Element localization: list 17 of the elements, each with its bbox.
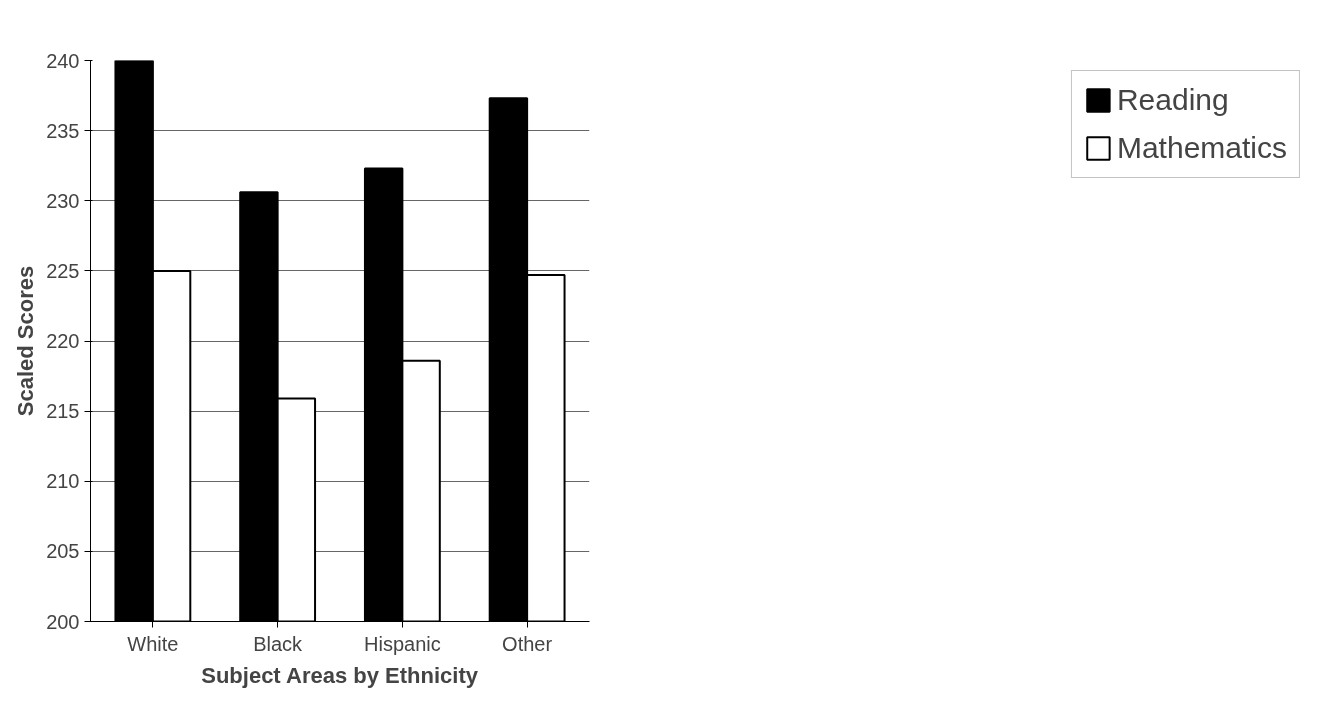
legend-label: Mathematics	[1116, 131, 1287, 165]
y-tick-label: 225	[46, 259, 80, 282]
legend-label: Reading	[1116, 83, 1229, 117]
y-tick-label: 240	[46, 49, 80, 72]
y-tick-label: 230	[46, 189, 80, 212]
x-tick-label: Other	[502, 632, 553, 655]
x-tick-label: Black	[253, 632, 304, 655]
y-tick-label: 200	[46, 610, 80, 633]
y-tick-label: 205	[46, 540, 80, 563]
y-tick-label: 235	[46, 119, 80, 142]
x-axis-title: Subject Areas by Ethnicity	[201, 662, 479, 688]
y-tick-label: 215	[46, 400, 80, 423]
y-axis-title: Scaled Scores	[13, 265, 39, 417]
x-tick-label: Hispanic	[364, 632, 441, 655]
x-tick-label: White	[127, 632, 179, 655]
y-tick-label: 210	[46, 470, 80, 493]
y-tick-label: 220	[46, 330, 80, 352]
